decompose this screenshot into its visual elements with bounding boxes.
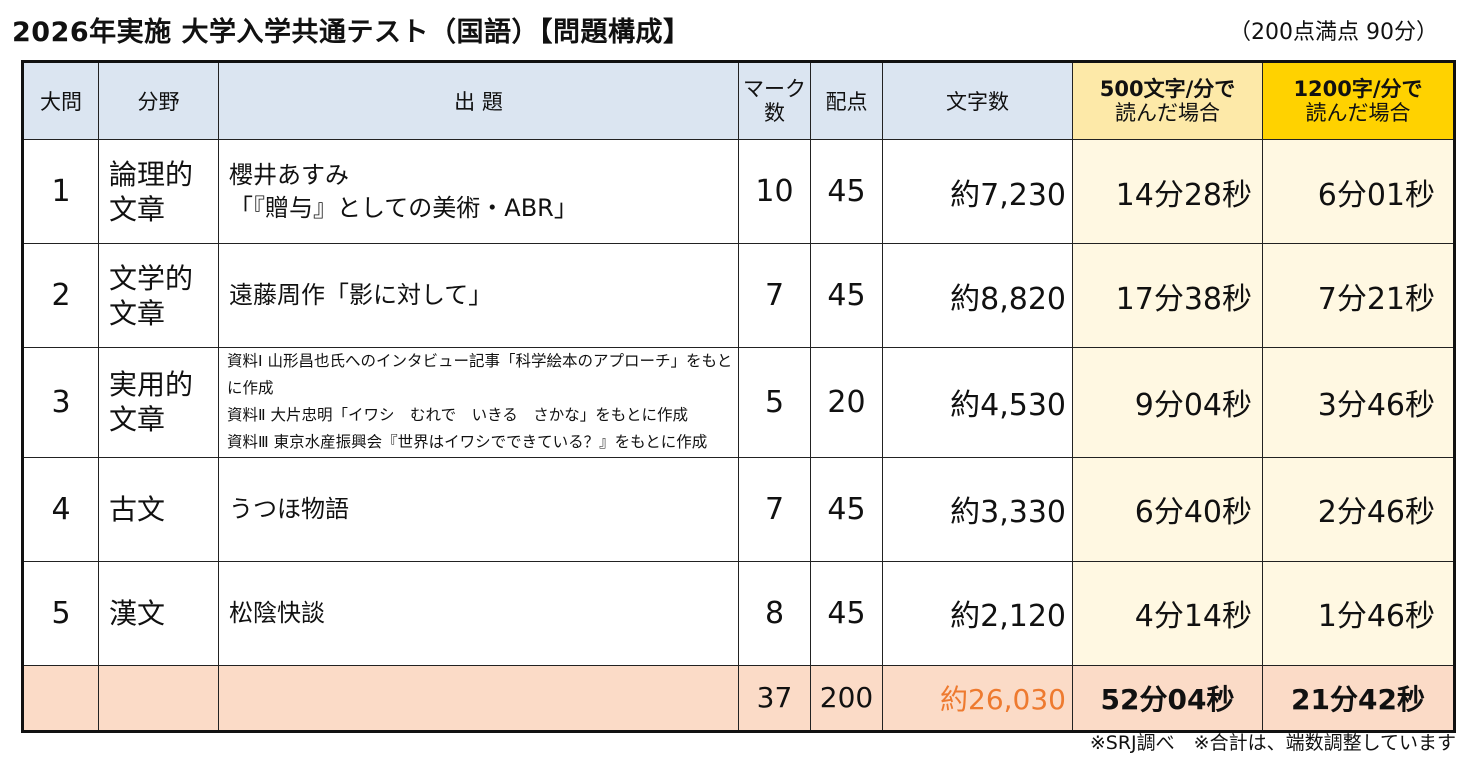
time-500-cell: 14分28秒 — [1072, 139, 1263, 244]
footnote: ※SRJ調べ ※合計は、端数調整しています — [1089, 732, 1456, 754]
question-number: 3 — [22, 347, 99, 458]
header-chars: 文字数 — [882, 61, 1073, 140]
field-line1: 古文 — [109, 492, 166, 526]
source-line: うつほ物語 — [229, 494, 349, 523]
header-source: 出 題 — [218, 61, 739, 140]
chars-cell: 約8,820 — [882, 243, 1073, 348]
header-marks-line2: 数 — [764, 101, 785, 125]
chars-cell: 約2,120 — [882, 560, 1073, 666]
header-1200-line2: 読んだ場合 — [1305, 101, 1411, 125]
table-row: 1 論理的 文章 櫻井あすみ 「『贈与』としての美術・ABR」 10 45 約7… — [22, 139, 1455, 244]
question-number: 5 — [22, 560, 99, 666]
field-cell: 実用的 文章 — [98, 347, 219, 458]
time-1200-cell: 1分46秒 — [1262, 560, 1455, 666]
field-line1: 論理的 — [109, 157, 194, 191]
time-1200-cell: 2分46秒 — [1262, 456, 1455, 562]
header-question: 大問 — [22, 61, 99, 140]
time-1200-cell: 7分21秒 — [1262, 243, 1455, 348]
source-line: 遠藤周作「影に対して」 — [229, 281, 493, 310]
source-line: 資料Ⅲ 東京水産振興会『世界はイワシでできている？』をもとに作成 — [227, 433, 708, 452]
source-line: 松陰快談 — [229, 598, 325, 627]
exam-structure-table: 大問 分野 出 題 マーク 数 配点 文字数 500文字/分で 読んだ場合 12… — [21, 60, 1456, 733]
score-cell: 20 — [810, 347, 883, 458]
source-cell: 資料Ⅰ 山形昌也氏へのインタビュー記事「科学絵本のアプローチ」をもとに作成 資料… — [218, 347, 739, 458]
field-line2: 文章 — [109, 296, 166, 330]
field-line1: 文学的 — [109, 261, 194, 295]
time-500-cell: 6分40秒 — [1072, 456, 1263, 562]
question-number: 4 — [22, 456, 99, 562]
time-500-cell: 9分04秒 — [1072, 347, 1263, 458]
field-line1: 漢文 — [109, 596, 166, 630]
source-cell: うつほ物語 — [218, 456, 739, 562]
time-1200-cell: 3分46秒 — [1262, 347, 1455, 458]
source-line: 資料Ⅰ 山形昌也氏へのインタビュー記事「科学絵本のアプローチ」をもとに作成 — [227, 352, 733, 398]
table-header-row: 大問 分野 出 題 マーク 数 配点 文字数 500文字/分で 読んだ場合 12… — [22, 61, 1455, 140]
source-cell: 遠藤周作「影に対して」 — [218, 243, 739, 348]
marks-cell: 10 — [738, 139, 811, 244]
total-empty-cell — [98, 664, 219, 732]
score-cell: 45 — [810, 560, 883, 666]
header-marks: マーク 数 — [738, 61, 811, 140]
source-line: 資料Ⅱ 大片忠明「イワシ むれで いきる さかな」をもとに作成 — [227, 406, 688, 425]
header-1200-per-min: 1200字/分で 読んだ場合 — [1262, 61, 1455, 140]
marks-cell: 7 — [738, 243, 811, 348]
source-line: 櫻井あすみ — [229, 161, 349, 190]
chars-cell: 約7,230 — [882, 139, 1073, 244]
field-line2: 文章 — [109, 192, 166, 226]
score-cell: 45 — [810, 456, 883, 562]
score-cell: 45 — [810, 139, 883, 244]
total-empty-cell — [218, 664, 739, 732]
total-score: 200 — [810, 664, 883, 732]
field-cell: 論理的 文章 — [98, 139, 219, 244]
table-row: 4 古文 うつほ物語 7 45 約3,330 6分40秒 2分46秒 — [22, 456, 1455, 562]
field-cell: 漢文 — [98, 560, 219, 666]
header-500-line1: 500文字/分で — [1099, 76, 1236, 101]
total-row: 37 200 約26,030 52分04秒 21分42秒 — [22, 664, 1455, 732]
header-500-line2: 読んだ場合 — [1114, 101, 1220, 125]
header-marks-line1: マーク — [743, 76, 806, 101]
score-cell: 45 — [810, 243, 883, 348]
header-500-per-min: 500文字/分で 読んだ場合 — [1072, 61, 1263, 140]
field-cell: 古文 — [98, 456, 219, 562]
header-score: 配点 — [810, 61, 883, 140]
question-number: 1 — [22, 139, 99, 244]
chars-cell: 約4,530 — [882, 347, 1073, 458]
marks-cell: 5 — [738, 347, 811, 458]
total-time-1200: 21分42秒 — [1262, 664, 1455, 732]
field-line2: 文章 — [109, 403, 166, 437]
time-1200-cell: 6分01秒 — [1262, 139, 1455, 244]
table-row: 5 漢文 松陰快談 8 45 約2,120 4分14秒 1分46秒 — [22, 560, 1455, 666]
total-empty-cell — [22, 664, 99, 732]
field-line1: 実用的 — [109, 368, 194, 402]
source-cell: 松陰快談 — [218, 560, 739, 666]
field-cell: 文学的 文章 — [98, 243, 219, 348]
page-title: 2026年実施 大学入学共通テスト（国語）【問題構成】 — [12, 17, 691, 48]
total-marks: 37 — [738, 664, 811, 732]
source-cell: 櫻井あすみ 「『贈与』としての美術・ABR」 — [218, 139, 739, 244]
table-row: 3 実用的 文章 資料Ⅰ 山形昌也氏へのインタビュー記事「科学絵本のアプローチ」… — [22, 347, 1455, 458]
source-line: 「『贈与』としての美術・ABR」 — [229, 193, 578, 222]
table-row: 2 文学的 文章 遠藤周作「影に対して」 7 45 約8,820 17分38秒 … — [22, 243, 1455, 348]
total-time-500: 52分04秒 — [1072, 664, 1263, 732]
page-subtitle: （200点満点 90分） — [1229, 20, 1438, 45]
chars-cell: 約3,330 — [882, 456, 1073, 562]
question-number: 2 — [22, 243, 99, 348]
header-1200-line1: 1200字/分で — [1293, 76, 1423, 101]
marks-cell: 7 — [738, 456, 811, 562]
time-500-cell: 17分38秒 — [1072, 243, 1263, 348]
marks-cell: 8 — [738, 560, 811, 666]
total-chars: 約26,030 — [882, 664, 1073, 732]
header-field: 分野 — [98, 61, 219, 140]
time-500-cell: 4分14秒 — [1072, 560, 1263, 666]
